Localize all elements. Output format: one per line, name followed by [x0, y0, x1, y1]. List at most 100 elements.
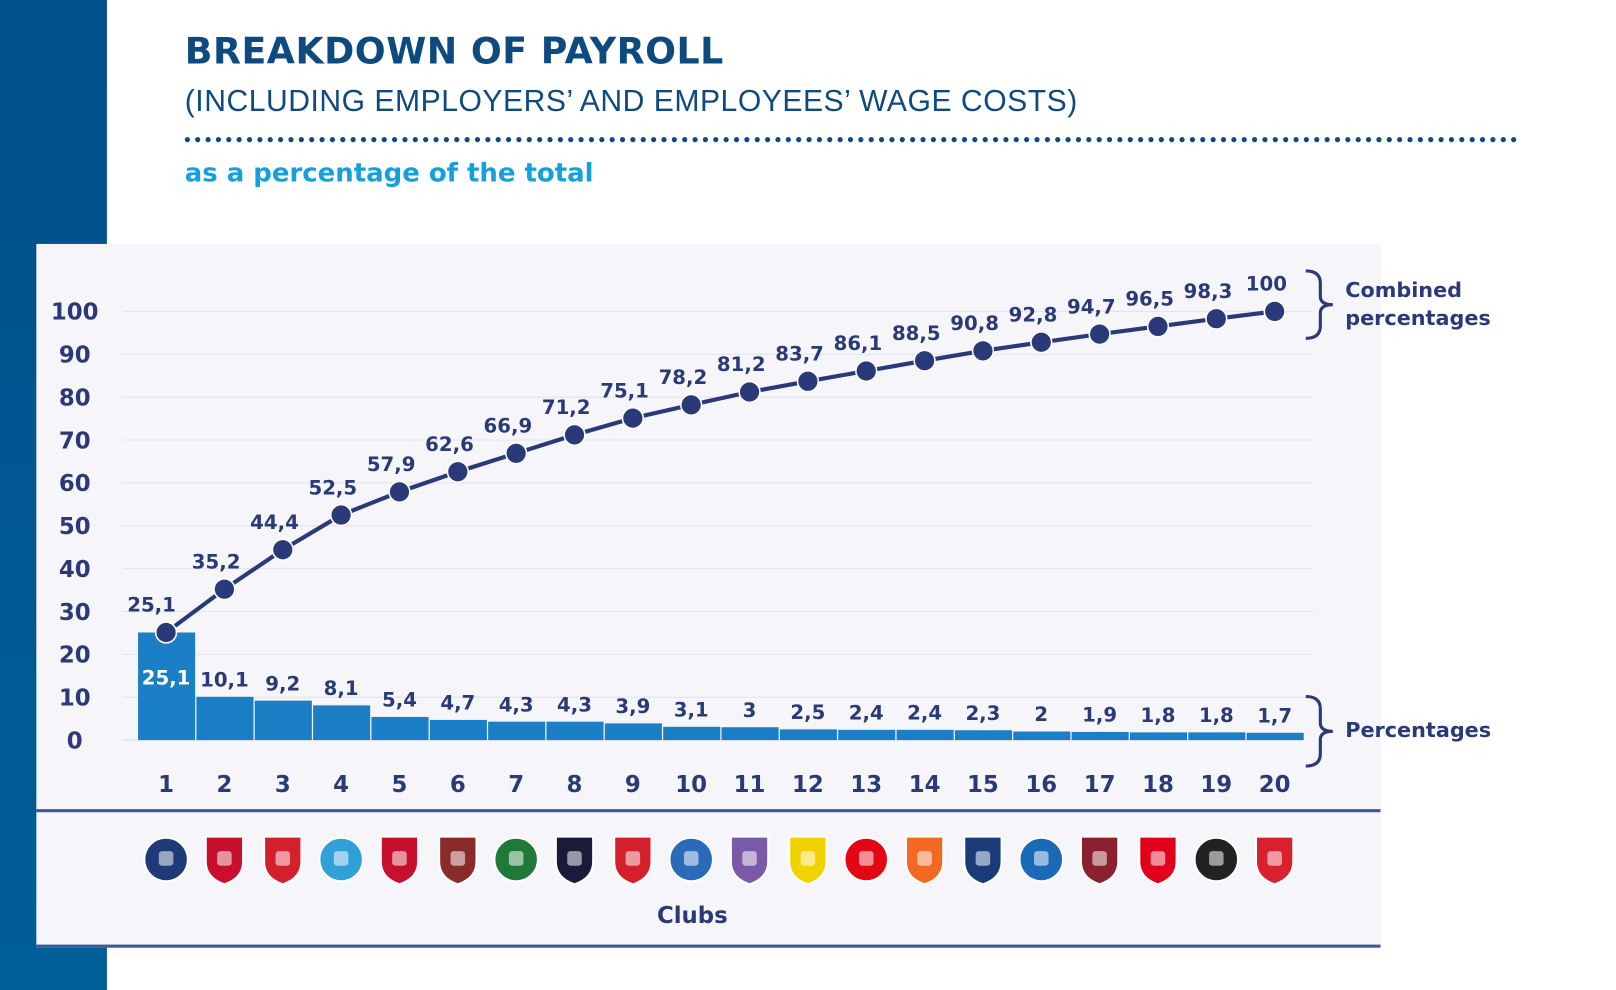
line-value-label: 62,6 [425, 433, 474, 456]
bar [1071, 731, 1129, 741]
bar-value-label: 9,2 [265, 672, 300, 695]
page-subtitle: (INCLUDING EMPLOYERS’ AND EMPLOYEES’ WAG… [184, 85, 1078, 119]
x-tick-label: 16 [1025, 772, 1057, 798]
line-value-label: 66,9 [484, 415, 533, 438]
line-point [154, 621, 178, 644]
line-value-label: 81,2 [717, 353, 766, 376]
x-tick-label: 14 [909, 772, 941, 798]
club-logo-detail [1150, 851, 1166, 866]
bar-value-label: 4,3 [557, 693, 592, 716]
club-logo-detail [742, 851, 757, 866]
bar [663, 726, 721, 741]
y-tick-label: 0 [67, 728, 83, 754]
line-value-label: 57,9 [367, 453, 416, 476]
line-point [213, 578, 236, 601]
bar [254, 700, 312, 741]
line-value-label: 25,1 [127, 594, 176, 617]
legend-combined-line2: percentages [1345, 306, 1491, 330]
y-tick-label: 80 [59, 385, 91, 411]
bar [371, 716, 429, 741]
line-point [680, 393, 703, 417]
line-point [913, 349, 936, 372]
line-point [1263, 300, 1286, 323]
dotted-divider [184, 137, 1518, 143]
bar [1188, 732, 1246, 741]
bar [138, 632, 196, 741]
bar [779, 729, 837, 741]
line-point [271, 538, 294, 561]
bar-value-label: 2,4 [849, 701, 884, 724]
x-tick-label: 18 [1142, 772, 1174, 798]
x-tick-label: 7 [508, 772, 524, 798]
bar-value-label: 5,4 [382, 689, 417, 712]
bar [954, 730, 1012, 741]
y-tick-label: 30 [59, 600, 91, 626]
club-logo-detail [1092, 851, 1107, 866]
club-logo-detail [333, 851, 349, 866]
bar [721, 727, 779, 741]
club-logo-detail [275, 851, 291, 866]
x-tick-label: 17 [1084, 772, 1116, 798]
y-tick-label: 100 [51, 300, 99, 326]
bar [546, 721, 604, 741]
line-value-label: 98,3 [1184, 280, 1233, 303]
bar [313, 705, 371, 741]
club-logo-detail [1267, 851, 1282, 866]
bar-value-label: 2 [1034, 703, 1048, 726]
line-value-label: 96,5 [1125, 288, 1174, 311]
bar-value-label: 8,1 [324, 677, 359, 700]
page: BREAKDOWN OF PAYROLL (INCLUDING EMPLOYER… [0, 0, 1518, 990]
club-logo-detail [1209, 851, 1224, 866]
bar-value-label: 2,4 [907, 701, 942, 724]
bar-value-label: 4,7 [440, 692, 475, 715]
y-tick-label: 50 [59, 514, 91, 540]
bar [1246, 732, 1304, 741]
x-tick-label: 3 [275, 772, 291, 798]
y-tick-label: 60 [59, 471, 91, 497]
club-logo-detail [858, 851, 874, 866]
y-tick-label: 90 [59, 343, 91, 369]
line-point [505, 442, 528, 465]
club-logo-detail [1034, 851, 1049, 866]
line-value-label: 75,1 [600, 379, 649, 402]
line-point [388, 480, 411, 504]
club-logo-detail [217, 851, 232, 866]
line-point [1146, 315, 1170, 338]
line-point [738, 380, 761, 404]
line-point [1088, 322, 1111, 346]
y-tick-label: 40 [59, 557, 91, 583]
line-value-label: 35,2 [192, 550, 241, 573]
line-point [563, 423, 586, 447]
bar-value-label: 3,9 [615, 695, 650, 718]
bar [488, 721, 546, 741]
x-tick-label: 15 [967, 772, 999, 798]
bar [196, 696, 254, 741]
line-value-label: 92,8 [1009, 304, 1058, 327]
percentages-brace [1305, 694, 1333, 768]
legend-percentages: Percentages [1345, 718, 1491, 742]
line-value-label: 83,7 [775, 343, 824, 366]
club-logo-detail [567, 851, 582, 866]
line-value-label: 90,8 [950, 312, 999, 335]
x-tick-label: 4 [333, 772, 349, 798]
bar-value-label: 4,3 [499, 693, 534, 716]
bar-value-label: 3,1 [674, 698, 709, 721]
bar [429, 719, 487, 741]
x-tick-label: 5 [392, 772, 408, 798]
combined-brace [1305, 269, 1333, 340]
line-value-label: 100 [1246, 273, 1287, 296]
line-point [1205, 307, 1228, 330]
bar-value-label: 1,7 [1257, 704, 1292, 727]
x-tick-label: 1 [158, 772, 174, 798]
bar [604, 723, 662, 741]
line-point [796, 370, 820, 393]
y-tick-label: 10 [59, 686, 91, 712]
line-point [446, 460, 469, 483]
bar-value-label: 3 [743, 699, 757, 722]
legend-combined-line1: Combined [1345, 278, 1462, 302]
line-value-label: 94,7 [1067, 295, 1116, 318]
line-value-label: 52,5 [308, 476, 357, 499]
line-point [855, 359, 878, 383]
line-value-label: 71,2 [542, 396, 591, 419]
club-logo-detail [917, 851, 932, 866]
